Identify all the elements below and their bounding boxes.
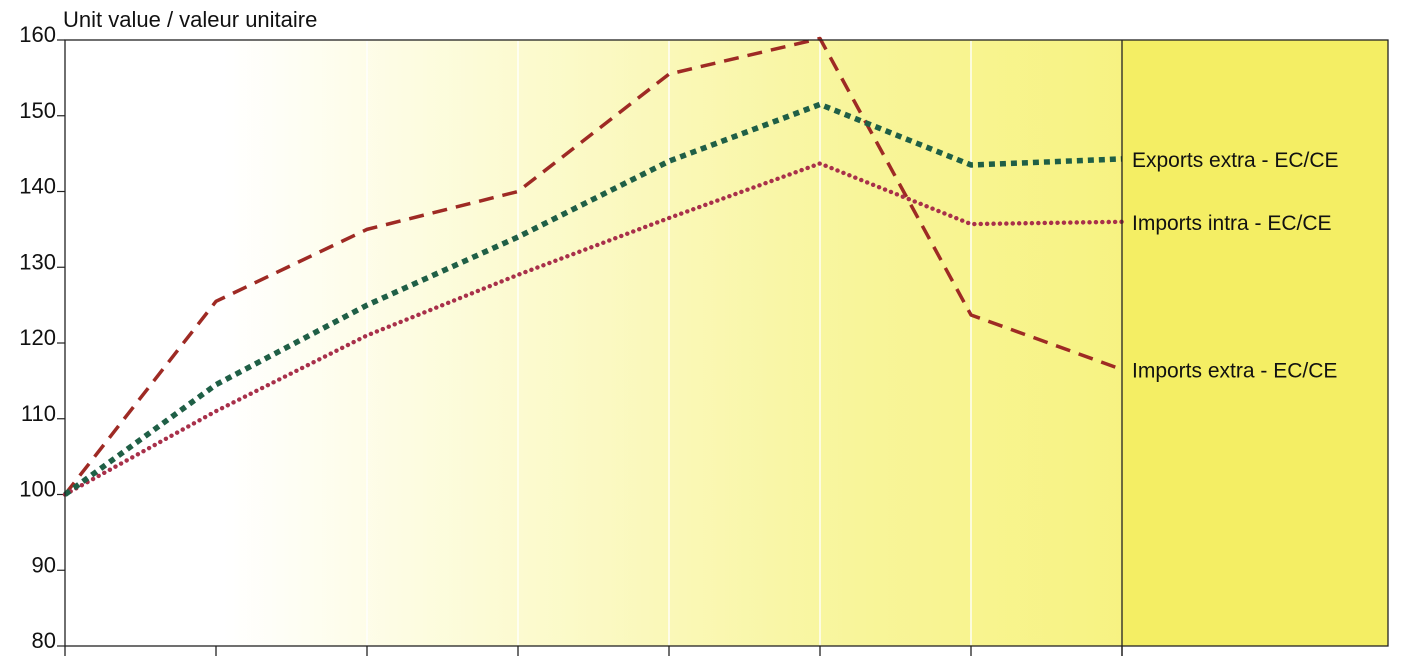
series-line-imports-extra-ec-ce bbox=[63, 36, 1123, 496]
y-tick-label-160: 160 bbox=[19, 22, 56, 47]
y-tick-label-120: 120 bbox=[19, 325, 56, 350]
y-axis-title: Unit value / valeur unitaire bbox=[63, 7, 317, 32]
y-tick-label-150: 150 bbox=[19, 98, 56, 123]
y-tick-label-130: 130 bbox=[19, 249, 56, 274]
series-label-imports-extra-ec-ce: Imports extra - EC/CE bbox=[1132, 360, 1337, 383]
series-line-imports-intra-ec-ce bbox=[62, 161, 1125, 497]
plot-frame bbox=[64, 39, 1389, 647]
axis-ticks: 80 90 100 110 120 130 140 150 160 bbox=[19, 22, 1123, 656]
grid-lines bbox=[215, 41, 972, 645]
y-tick-label-100: 100 bbox=[19, 477, 56, 502]
series-lines bbox=[62, 36, 1125, 497]
y-tick-label-110: 110 bbox=[21, 401, 56, 426]
y-tick-label-90: 90 bbox=[32, 552, 56, 577]
series-labels: Exports extra - EC/CE Imports intra - EC/… bbox=[1132, 149, 1339, 383]
series-label-exports-extra-ec-ce: Exports extra - EC/CE bbox=[1132, 149, 1339, 172]
y-tick-label-140: 140 bbox=[19, 174, 56, 199]
y-tick-label-80: 80 bbox=[32, 628, 56, 653]
series-label-imports-intra-ec-ce: Imports intra - EC/CE bbox=[1132, 212, 1332, 235]
label-panel-background bbox=[1122, 40, 1388, 646]
series-line-exports-extra-ec-ce bbox=[63, 101, 1123, 497]
